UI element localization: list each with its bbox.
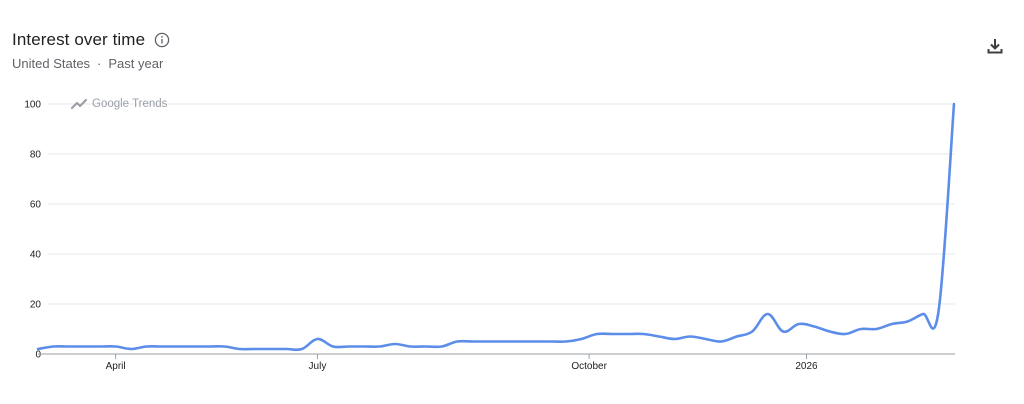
y-tick-label-40: 40 [30, 250, 42, 261]
download-icon[interactable] [985, 36, 1005, 56]
watermark-text: Google Trends [92, 98, 168, 110]
separator-dot: · [97, 56, 102, 71]
y-axis-ticks: 0 20 40 60 80 100 [24, 100, 41, 361]
region-label: United States [12, 56, 91, 71]
series-line [36, 102, 956, 352]
x-tick-label-3: 2026 [795, 361, 818, 372]
y-tick-label-80: 80 [30, 150, 42, 161]
y-tick-label-100: 100 [24, 100, 41, 111]
title-row: Interest over time [12, 28, 170, 52]
x-tick-label-1: July [309, 361, 327, 372]
period-label: Past year [108, 56, 164, 71]
series-group [36, 102, 956, 352]
chart-header: Interest over time United States · Past … [12, 28, 170, 71]
y-tick-label-0: 0 [35, 350, 41, 361]
chart-subtitle: United States · Past year [12, 56, 170, 71]
trends-logo-icon [70, 98, 88, 110]
x-tick-label-0: April [106, 361, 126, 372]
info-icon[interactable] [154, 32, 170, 48]
chart-title: Interest over time [12, 30, 146, 49]
watermark: Google Trends [70, 98, 168, 110]
x-axis: April July October 2026 [38, 353, 955, 372]
y-tick-label-60: 60 [30, 200, 42, 211]
x-tick-label-2: October [571, 361, 607, 372]
y-tick-label-20: 20 [30, 300, 42, 311]
grid-lines [48, 103, 955, 305]
